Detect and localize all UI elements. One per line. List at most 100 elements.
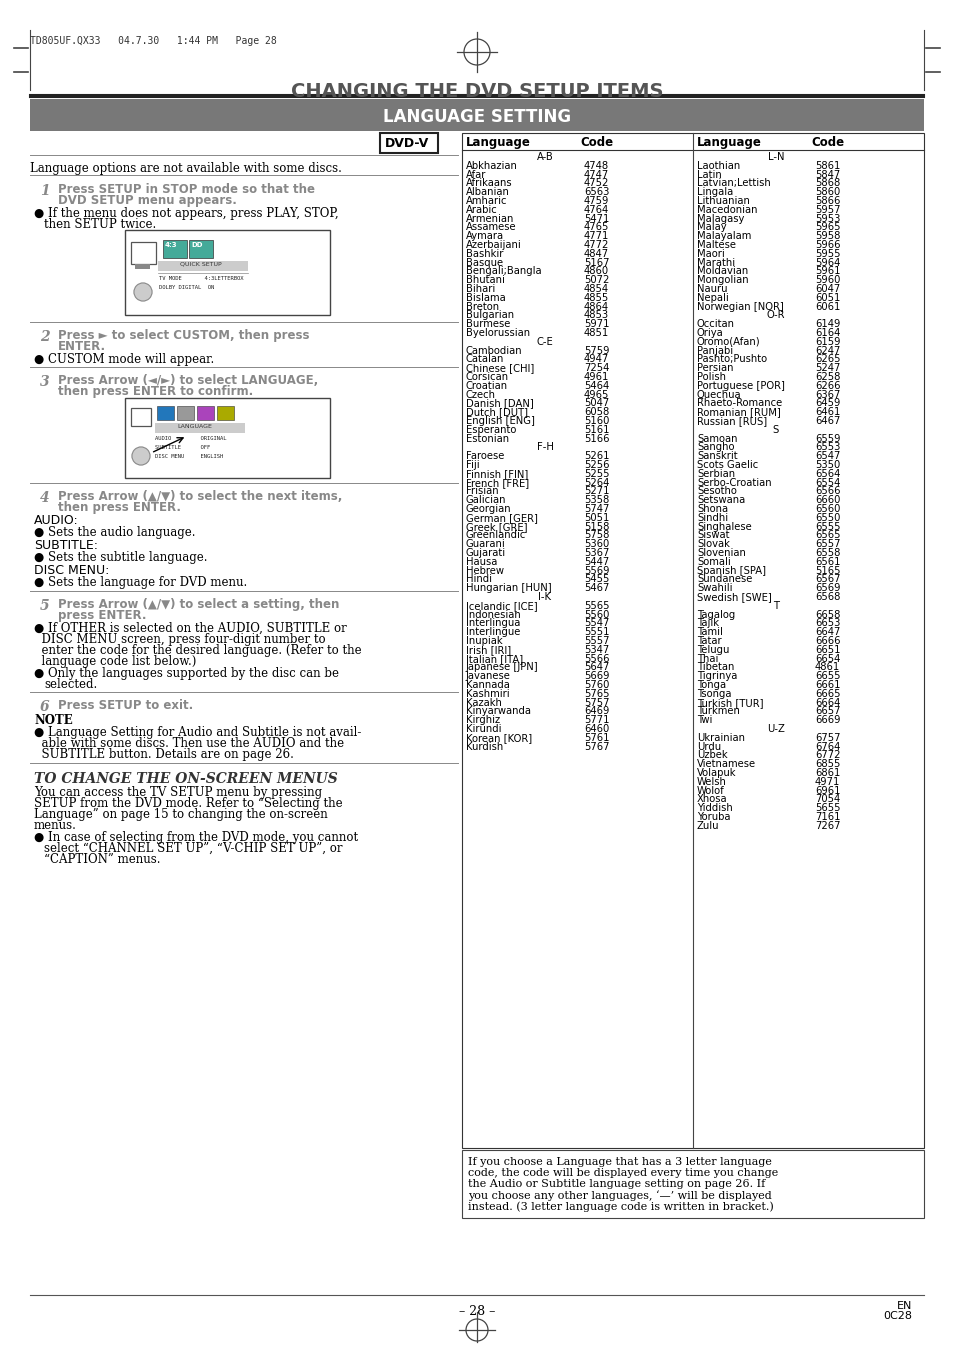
Text: Interlingue: Interlingue xyxy=(465,627,519,638)
Text: 5271: 5271 xyxy=(583,486,609,496)
Text: Rhaeto-Romance: Rhaeto-Romance xyxy=(697,399,781,408)
Text: Finnish [FIN]: Finnish [FIN] xyxy=(465,469,528,478)
Text: 4853: 4853 xyxy=(583,311,608,320)
Text: Moldavian: Moldavian xyxy=(697,266,747,277)
Text: 5961: 5961 xyxy=(814,266,840,277)
Text: 5565: 5565 xyxy=(583,601,609,611)
Text: 6266: 6266 xyxy=(814,381,840,390)
Text: 5256: 5256 xyxy=(583,459,609,470)
Text: 6467: 6467 xyxy=(814,416,840,426)
Text: Russian [RUS]: Russian [RUS] xyxy=(697,416,766,426)
Text: Malay: Malay xyxy=(697,223,726,232)
Text: Nepali: Nepali xyxy=(697,293,728,303)
Text: LANGUAGE SETTING: LANGUAGE SETTING xyxy=(382,108,571,126)
Text: Afrikaans: Afrikaans xyxy=(465,178,512,188)
Text: Samoan: Samoan xyxy=(697,434,737,443)
Text: press ENTER.: press ENTER. xyxy=(58,609,147,621)
Bar xyxy=(131,408,151,426)
Text: 5861: 5861 xyxy=(814,161,840,170)
Text: 4847: 4847 xyxy=(583,249,608,259)
Text: 6159: 6159 xyxy=(814,336,840,347)
Text: 5760: 5760 xyxy=(583,680,609,690)
Text: Sesotho: Sesotho xyxy=(697,486,736,496)
Text: Telugu: Telugu xyxy=(697,644,729,655)
Text: 5551: 5551 xyxy=(583,627,609,638)
Text: Kannada: Kannada xyxy=(465,680,509,690)
Text: 5447: 5447 xyxy=(583,557,609,567)
Text: 6660: 6660 xyxy=(814,496,840,505)
Text: Kazakh: Kazakh xyxy=(465,697,501,708)
Text: Cambodian: Cambodian xyxy=(465,346,522,355)
Text: Slovak: Slovak xyxy=(697,539,729,550)
Text: Inupiak: Inupiak xyxy=(465,636,502,646)
Text: Wolof: Wolof xyxy=(697,785,724,796)
Text: 5167: 5167 xyxy=(583,258,609,267)
Text: F-H: F-H xyxy=(536,442,553,453)
Text: 5958: 5958 xyxy=(814,231,840,242)
Text: Urdu: Urdu xyxy=(697,742,720,751)
Text: 6569: 6569 xyxy=(814,584,840,593)
Text: menus.: menus. xyxy=(34,819,77,832)
Text: DISC MENU screen, press four-digit number to: DISC MENU screen, press four-digit numbe… xyxy=(34,634,325,646)
Text: TO CHANGE THE ON-SCREEN MENUS: TO CHANGE THE ON-SCREEN MENUS xyxy=(34,771,337,786)
Text: 6557: 6557 xyxy=(814,539,840,550)
Text: 6164: 6164 xyxy=(814,328,840,338)
Text: C-E: C-E xyxy=(536,336,553,347)
Text: Quechua: Quechua xyxy=(697,389,740,400)
Text: instead. (3 letter language code is written in bracket.): instead. (3 letter language code is writ… xyxy=(468,1201,773,1212)
Text: Language options are not available with some discs.: Language options are not available with … xyxy=(30,162,341,176)
Text: Bislama: Bislama xyxy=(465,293,505,303)
Text: 5264: 5264 xyxy=(583,478,609,488)
Text: Tajik: Tajik xyxy=(697,619,719,628)
Text: Korean [KOR]: Korean [KOR] xyxy=(465,732,532,743)
Bar xyxy=(30,99,923,131)
Text: If you choose a Language that has a 3 letter language: If you choose a Language that has a 3 le… xyxy=(468,1156,771,1167)
Text: 3: 3 xyxy=(40,376,50,389)
Text: 5072: 5072 xyxy=(583,276,609,285)
Text: Xhosa: Xhosa xyxy=(697,794,727,804)
Text: 7254: 7254 xyxy=(583,363,609,373)
Text: Bengali;Bangla: Bengali;Bangla xyxy=(465,266,541,277)
Text: 5761: 5761 xyxy=(583,732,609,743)
Text: 4:3: 4:3 xyxy=(165,242,177,249)
Text: Code: Code xyxy=(579,136,613,149)
Text: 4: 4 xyxy=(40,490,50,505)
Text: Romanian [RUM]: Romanian [RUM] xyxy=(697,407,780,417)
Text: 4772: 4772 xyxy=(583,240,609,250)
Bar xyxy=(196,407,213,420)
Text: 4765: 4765 xyxy=(583,223,609,232)
Text: Hausa: Hausa xyxy=(465,557,497,567)
Text: A-B: A-B xyxy=(536,153,553,162)
Text: 5247: 5247 xyxy=(814,363,840,373)
Text: Amharic: Amharic xyxy=(465,196,507,205)
Text: Hebrew: Hebrew xyxy=(465,566,503,576)
Text: ● Language Setting for Audio and Subtitle is not avail-: ● Language Setting for Audio and Subtitl… xyxy=(34,725,361,739)
Text: 5747: 5747 xyxy=(583,504,609,513)
Text: Yoruba: Yoruba xyxy=(697,812,730,821)
Text: Ukrainian: Ukrainian xyxy=(697,732,744,743)
Text: I-K: I-K xyxy=(537,592,551,603)
Text: ● Sets the language for DVD menu.: ● Sets the language for DVD menu. xyxy=(34,576,247,589)
Text: 5158: 5158 xyxy=(583,521,609,531)
Bar xyxy=(163,240,187,258)
Text: Press Arrow (◄/►) to select LANGUAGE,: Press Arrow (◄/►) to select LANGUAGE, xyxy=(58,374,318,386)
Text: Georgian: Georgian xyxy=(465,504,511,513)
Text: 6460: 6460 xyxy=(583,724,609,734)
Text: French [FRE]: French [FRE] xyxy=(465,478,529,488)
Text: Afar: Afar xyxy=(465,170,486,180)
Text: Yiddish: Yiddish xyxy=(697,804,732,813)
Text: 6655: 6655 xyxy=(814,671,840,681)
Text: Maltese: Maltese xyxy=(697,240,735,250)
Text: 6047: 6047 xyxy=(814,284,840,295)
Text: EN: EN xyxy=(896,1301,911,1310)
Text: Swahili: Swahili xyxy=(697,584,732,593)
Text: ● If OTHER is selected on the AUDIO, SUBTITLE or: ● If OTHER is selected on the AUDIO, SUB… xyxy=(34,621,346,635)
Text: Corsican: Corsican xyxy=(465,372,509,382)
Bar xyxy=(189,240,213,258)
Text: Kirghiz: Kirghiz xyxy=(465,715,499,725)
Text: SUBTITLE      OFF: SUBTITLE OFF xyxy=(154,444,210,450)
Text: Latvian;Lettish: Latvian;Lettish xyxy=(697,178,770,188)
Text: Greenlandic: Greenlandic xyxy=(465,531,526,540)
Text: Chinese [CHI]: Chinese [CHI] xyxy=(465,363,534,373)
Text: 7054: 7054 xyxy=(814,794,840,804)
